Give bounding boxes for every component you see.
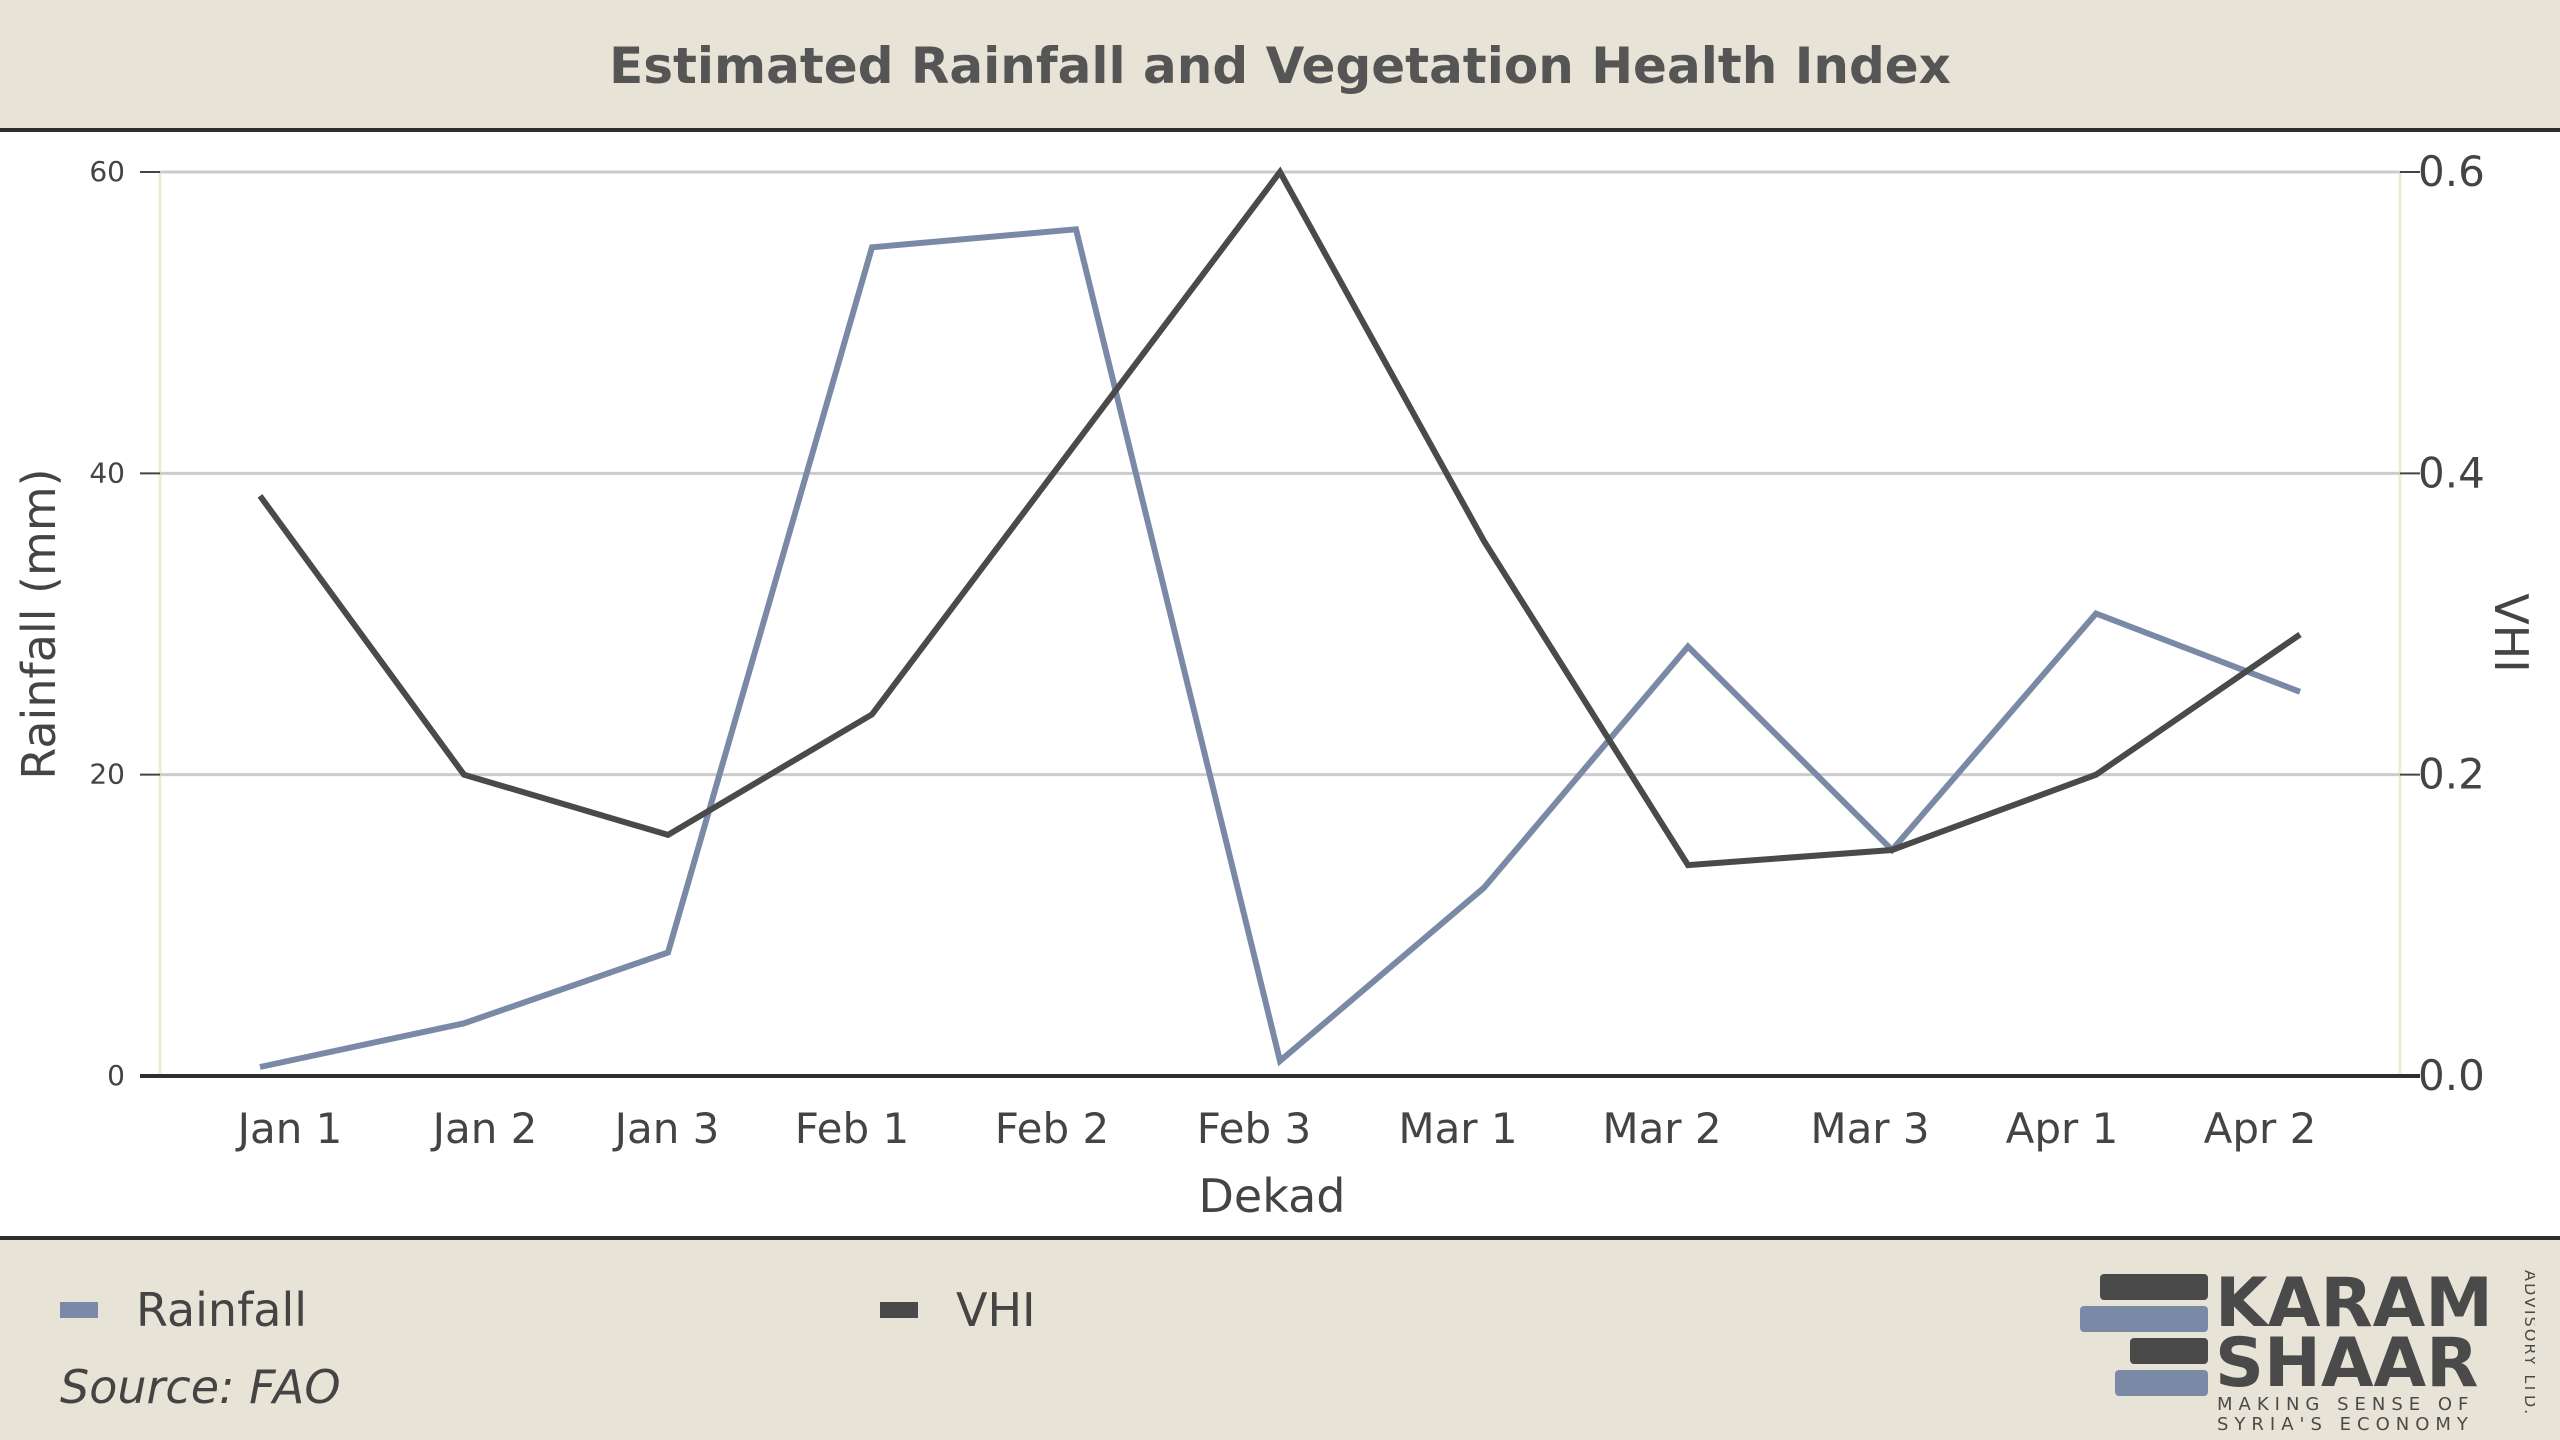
chart-title: Estimated Rainfall and Vegetation Health… (609, 37, 1951, 95)
y-tick-label: 40 (89, 456, 125, 489)
x-tick-label: Apr 1 (2006, 1104, 2119, 1153)
logo-tagline1: MAKING SENSE OF (2217, 1394, 2474, 1415)
x-tick-label: Jan 2 (430, 1104, 538, 1153)
x-tick-label: Mar 3 (1810, 1104, 1929, 1153)
y-tick-label: 60 (89, 155, 125, 188)
x-tick-label: Mar 2 (1602, 1104, 1721, 1153)
karam-shaar-logo: KARAM SHAAR MAKING SENSE OF SYRIA'S ECON… (2080, 1264, 2535, 1435)
series-line-rainfall (259, 226, 2302, 1070)
y2-tick-label: 0.4 (2418, 448, 2485, 497)
y2-tick-label: 0.6 (2418, 147, 2485, 196)
plot-area: 0 20 40 60 0.0 0.2 0.4 0.6 Jan 1 Jan 2 Jan 3 Feb 1 F… (0, 132, 2560, 1236)
legend-swatch-rainfall (60, 1302, 98, 1318)
x-tick-label: Jan 3 (612, 1104, 720, 1153)
y-tick-label: 0 (107, 1059, 125, 1092)
legend-label-vhi: VHI (956, 1283, 1036, 1337)
logo-line2: SHAAR (2215, 1324, 2479, 1403)
x-tick-label: Feb 1 (795, 1104, 909, 1153)
y2-axis-title: VHI (2484, 593, 2538, 673)
header: Estimated Rainfall and Vegetation Health… (0, 0, 2560, 132)
logo-side-text: ADVISORY LTD. (2521, 1270, 2535, 1416)
legend-item-rainfall[interactable]: Rainfall (60, 1280, 307, 1340)
legend-label-rainfall: Rainfall (136, 1283, 308, 1337)
series-line-vhi (257, 166, 2302, 869)
legend-swatch-vhi (880, 1302, 918, 1318)
x-tick-label: Feb 3 (1197, 1104, 1311, 1153)
source-note: Source: FAO (60, 1360, 341, 1414)
y-axis-title: Rainfall (mm) (12, 468, 66, 779)
footer: Rainfall VHI Source: FAO KARAM SHAAR MAK… (0, 1236, 2560, 1440)
logo-line1: KARAM (2215, 1264, 2493, 1343)
logo-tagline2: SYRIA'S ECONOMY (2217, 1414, 2474, 1435)
stacked-bars-logo-icon (2080, 1274, 2208, 1396)
x-tick-label: Apr 2 (2204, 1104, 2317, 1153)
x-tick-label: Jan 1 (235, 1104, 343, 1153)
y2-tick-label: 0.0 (2418, 1051, 2485, 1100)
legend-item-vhi[interactable]: VHI (880, 1280, 1036, 1340)
chart: 0 20 40 60 0.0 0.2 0.4 0.6 Jan 1 Jan 2 Jan 3 Feb 1 F… (12, 147, 2538, 1223)
y-tick-label: 20 (89, 758, 125, 791)
x-axis-title: Dekad (1199, 1169, 1346, 1223)
x-tick-label: Feb 2 (995, 1104, 1109, 1153)
x-tick-label: Mar 1 (1398, 1104, 1517, 1153)
y2-tick-label: 0.2 (2418, 750, 2485, 799)
